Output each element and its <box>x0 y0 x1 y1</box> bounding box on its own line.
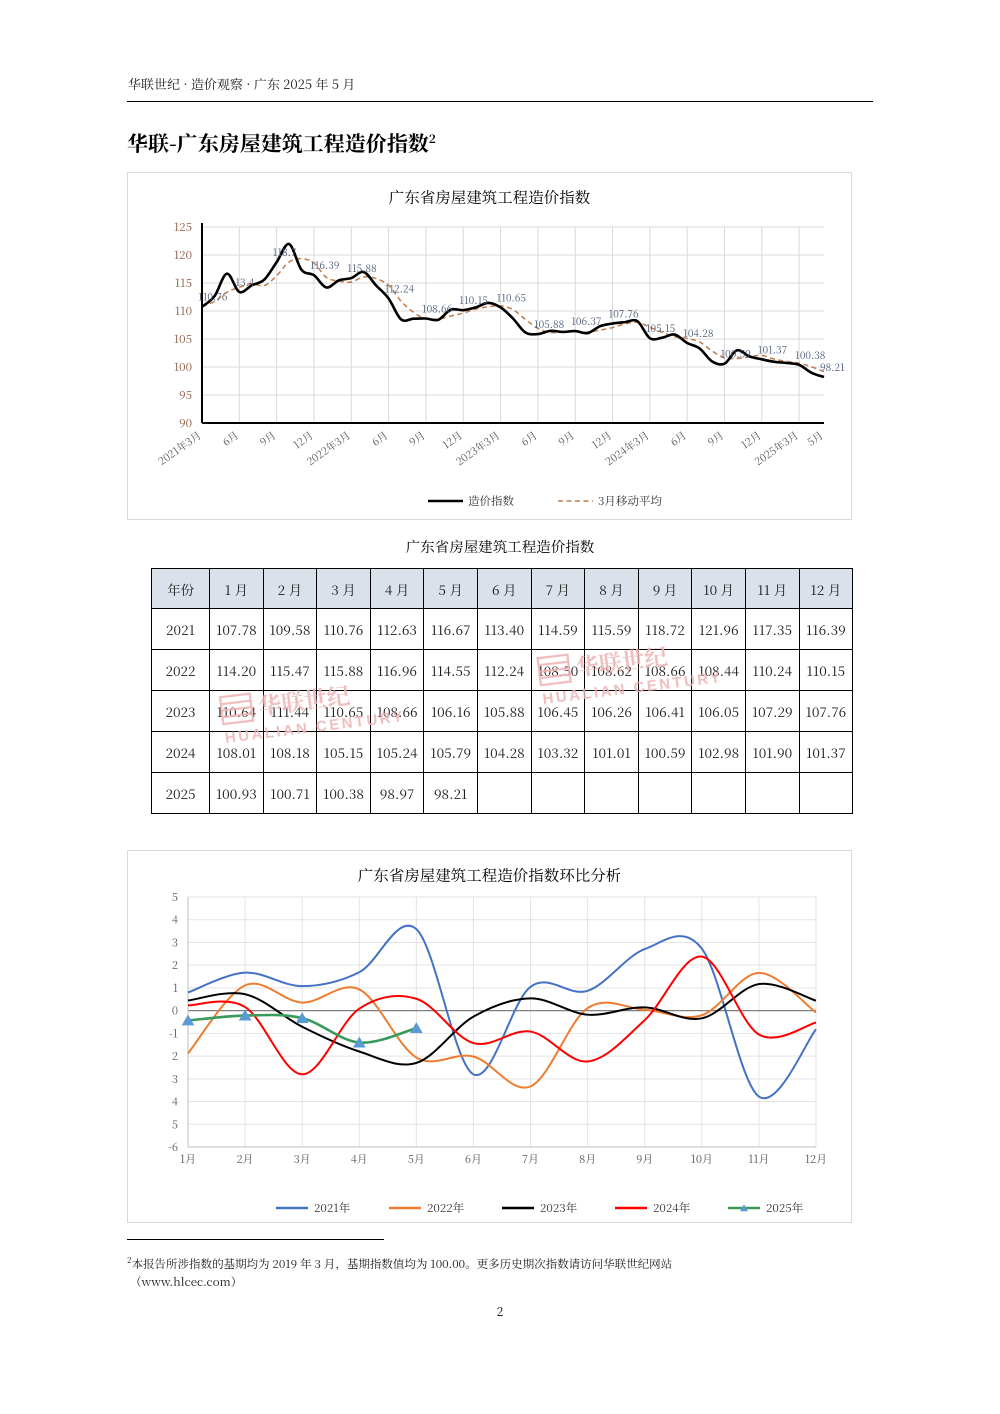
svg-text:3月: 3月 <box>294 1151 311 1167</box>
svg-text:110.65: 110.65 <box>497 289 527 304</box>
svg-text:-1: -1 <box>169 1025 178 1041</box>
svg-text:110.15: 110.15 <box>459 292 488 307</box>
svg-text:4: 4 <box>172 912 178 928</box>
svg-text:5: 5 <box>172 889 178 905</box>
svg-text:10月: 10月 <box>691 1151 713 1167</box>
svg-text:105.88: 105.88 <box>534 316 565 331</box>
svg-text:3月移动平均: 3月移动平均 <box>598 493 662 509</box>
svg-text:95: 95 <box>179 387 192 403</box>
svg-text:98.21: 98.21 <box>820 359 845 374</box>
svg-text:广东省房屋建筑工程造价指数环比分析: 广东省房屋建筑工程造价指数环比分析 <box>358 864 622 886</box>
svg-text:2024年: 2024年 <box>653 1200 691 1216</box>
svg-text:-6: -6 <box>168 1139 178 1155</box>
svg-text:116.39: 116.39 <box>310 257 340 272</box>
svg-text:0: 0 <box>172 1003 178 1019</box>
svg-text:3: 3 <box>172 1071 178 1087</box>
svg-text:105: 105 <box>174 331 192 347</box>
svg-text:100: 100 <box>174 359 192 375</box>
svg-text:125: 125 <box>174 219 192 235</box>
svg-text:广东省房屋建筑工程造价指数: 广东省房屋建筑工程造价指数 <box>389 186 591 208</box>
svg-text:8月: 8月 <box>579 1151 596 1167</box>
svg-text:7月: 7月 <box>522 1151 539 1167</box>
svg-text:13.4: 13.4 <box>235 274 255 289</box>
svg-text:110.76: 110.76 <box>198 289 228 304</box>
svg-text:2022年: 2022年 <box>427 1200 465 1216</box>
svg-text:4: 4 <box>172 1094 178 1110</box>
svg-text:1月: 1月 <box>180 1151 196 1167</box>
svg-text:11月: 11月 <box>748 1151 769 1167</box>
svg-text:12月: 12月 <box>805 1151 827 1167</box>
svg-text:118.7: 118.7 <box>273 244 297 259</box>
svg-text:107.76: 107.76 <box>609 306 640 321</box>
svg-text:110: 110 <box>175 303 192 319</box>
svg-text:2月: 2月 <box>237 1151 254 1167</box>
svg-text:104.28: 104.28 <box>683 325 714 340</box>
svg-text:5月: 5月 <box>408 1151 425 1167</box>
svg-text:90: 90 <box>179 415 192 431</box>
svg-text:2021年: 2021年 <box>314 1200 351 1216</box>
svg-text:3: 3 <box>172 934 178 950</box>
svg-text:101.37: 101.37 <box>758 341 787 356</box>
svg-text:108.66: 108.66 <box>422 301 453 316</box>
svg-text:112.24: 112.24 <box>385 280 415 295</box>
svg-text:2023年: 2023年 <box>540 1200 578 1216</box>
svg-text:6月: 6月 <box>465 1151 482 1167</box>
svg-text:9月: 9月 <box>636 1151 653 1167</box>
svg-text:106.37: 106.37 <box>571 313 601 328</box>
svg-text:2: 2 <box>172 957 178 973</box>
svg-text:2025年: 2025年 <box>766 1200 804 1216</box>
svg-text:115: 115 <box>175 275 192 291</box>
svg-text:5: 5 <box>172 1116 178 1132</box>
svg-text:115.88: 115.88 <box>347 260 377 275</box>
svg-text:造价指数: 造价指数 <box>468 493 514 509</box>
svg-text:100.59: 100.59 <box>720 346 751 361</box>
svg-text:4月: 4月 <box>351 1151 368 1167</box>
svg-text:120: 120 <box>174 247 192 263</box>
svg-text:1: 1 <box>173 980 178 996</box>
svg-text:2: 2 <box>172 1048 178 1064</box>
svg-text:105.15: 105.15 <box>646 320 676 335</box>
